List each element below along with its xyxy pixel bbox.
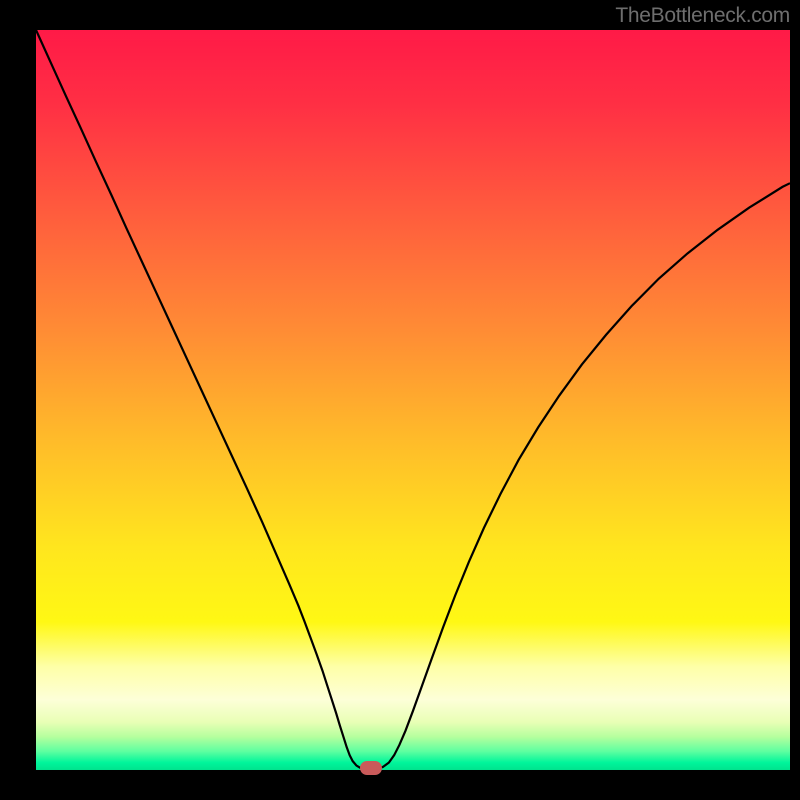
curve-layer [36,30,790,770]
v-curve [36,30,790,769]
watermark-text: TheBottleneck.com [615,4,790,28]
minimum-marker [360,761,382,775]
plot-area [36,30,790,770]
